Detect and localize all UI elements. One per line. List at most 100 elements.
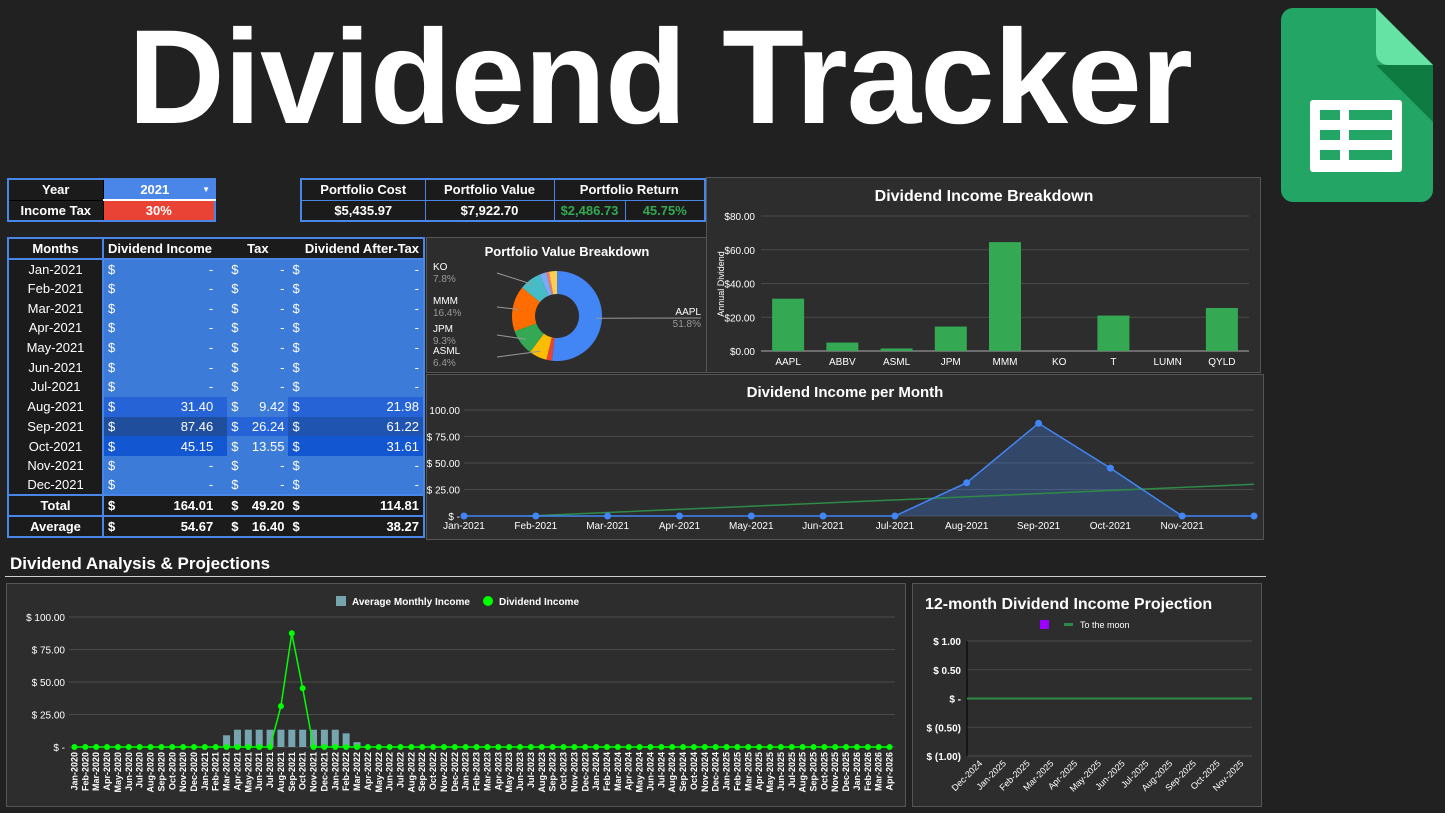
after-tax-cell[interactable]: - (304, 377, 424, 397)
after-tax-cell[interactable]: - (304, 318, 424, 338)
settings-table: Year 2021 ▼ Income Tax 30% (7, 178, 216, 222)
pie-pct-aapl: 51.8% (673, 319, 701, 330)
pie-label-asml: ASML (433, 346, 461, 357)
dividend-income-cell[interactable]: 31.40 (119, 396, 228, 417)
dividend-income-cell[interactable]: - (119, 357, 228, 378)
after-tax-cell[interactable]: - (304, 278, 424, 299)
tax-cell[interactable]: - (243, 278, 289, 299)
data-point (473, 744, 480, 750)
tax-cell[interactable]: 9.42 (243, 396, 289, 417)
data-point (603, 744, 610, 750)
dividend-income-cell[interactable]: - (119, 337, 228, 358)
after-tax-cell[interactable]: - (304, 259, 424, 279)
table-row: Jun-2021 $ - $ - $ - (8, 357, 424, 378)
currency-symbol: $ (288, 436, 305, 456)
after-tax-cell[interactable]: 61.22 (304, 416, 424, 437)
currency-symbol: $ (227, 515, 244, 538)
tax-cell[interactable]: - (243, 357, 289, 378)
x-tick-label: Jan-2021 (200, 752, 210, 791)
x-tick-label: Sep-2024 (678, 752, 688, 792)
data-point (680, 744, 687, 750)
tax-cell[interactable]: - (243, 377, 289, 397)
x-tick-label: Nov-2021 (309, 752, 319, 792)
y-tick-label: $0.00 (730, 347, 755, 358)
tax-cell[interactable]: 26.24 (243, 416, 289, 437)
dividend-income-cell[interactable]: - (119, 298, 228, 319)
dividend-income-cell[interactable]: - (119, 278, 228, 299)
pie-slice-other (546, 271, 554, 295)
portfolio-summary-table: Portfolio Cost Portfolio Value Portfolio… (300, 178, 706, 222)
tax-cell: 16.40 (243, 515, 289, 538)
x-tick-label: Aug-2023 (537, 752, 547, 793)
bar-qyld (1205, 307, 1238, 351)
income-tax-input[interactable]: 30% (102, 199, 216, 222)
data-point (82, 744, 89, 750)
tax-cell[interactable]: - (243, 318, 289, 338)
x-tick-label: Apr-2026 (885, 752, 895, 791)
dividend-income-cell[interactable]: - (119, 318, 228, 338)
after-tax-cell: 114.81 (304, 494, 424, 517)
data-point (375, 744, 382, 750)
data-point (604, 512, 612, 520)
data-point (169, 744, 176, 750)
tax-cell[interactable]: - (243, 475, 289, 496)
currency-symbol: $ (288, 357, 305, 378)
data-point (593, 744, 600, 750)
after-tax-cell[interactable]: - (304, 298, 424, 319)
month-cell: Jan-2021 (8, 259, 104, 279)
after-tax-cell[interactable]: - (304, 357, 424, 378)
col-header-months: Months (8, 238, 104, 260)
data-point (571, 744, 578, 750)
tax-cell[interactable]: - (243, 259, 289, 279)
tax-cell[interactable]: - (243, 337, 289, 358)
year-dropdown[interactable]: 2021 ▼ (102, 178, 216, 201)
x-tick-label: Nov-2023 (569, 752, 579, 792)
dividend-income-cell[interactable]: 87.46 (119, 416, 228, 437)
currency-symbol: $ (288, 259, 305, 279)
dividend-income-cell[interactable]: 45.15 (119, 436, 228, 456)
after-tax-cell[interactable]: - (304, 455, 424, 476)
currency-symbol: $ (103, 318, 120, 338)
data-point (1035, 419, 1043, 427)
x-tick-label: MMM (993, 357, 1018, 368)
pie-slice-other (549, 271, 557, 295)
currency-symbol: $ (288, 396, 305, 417)
month-cell: Nov-2021 (8, 455, 104, 476)
dividend-income-cell[interactable]: - (119, 455, 228, 476)
data-point (364, 744, 371, 750)
data-point (832, 744, 839, 750)
after-tax-cell[interactable]: - (304, 475, 424, 496)
tax-cell[interactable]: 13.55 (243, 436, 289, 456)
x-tick-label: Mar-2021 (586, 521, 629, 532)
after-tax-cell[interactable]: - (304, 337, 424, 358)
y-tick-label: $ 100.00 (427, 406, 460, 417)
data-point (747, 512, 755, 520)
y-tick-label: $ - (448, 512, 460, 523)
x-tick-label: Jun-2021 (254, 752, 264, 791)
dividend-income-cell[interactable]: - (119, 259, 228, 279)
dividend-income-cell[interactable]: - (119, 377, 228, 397)
bar (342, 733, 350, 747)
currency-symbol: $ (288, 377, 305, 397)
data-point (343, 744, 350, 750)
y-tick-label: $ (0.50) (927, 723, 961, 734)
bar-mmm (989, 242, 1021, 351)
data-point (864, 744, 871, 750)
x-tick-label: Jul-2025 (787, 752, 797, 788)
data-point (1178, 512, 1186, 520)
x-tick-label: AAPL (775, 357, 801, 368)
data-point (408, 744, 415, 750)
projection-chart: 12-month Dividend Income Projection To th… (912, 583, 1262, 807)
after-tax-cell[interactable]: 31.61 (304, 436, 424, 456)
leader-line (496, 334, 526, 340)
bar (320, 729, 328, 747)
data-point (201, 744, 208, 750)
data-point (277, 703, 284, 710)
portfolio-cost-label: Portfolio Cost (300, 178, 426, 201)
monthly-dividend-table: Months Dividend Income Tax Dividend Afte… (7, 237, 425, 539)
x-tick-label: Feb-2023 (472, 752, 482, 791)
tax-cell[interactable]: - (243, 455, 289, 476)
dividend-income-cell[interactable]: - (119, 475, 228, 496)
after-tax-cell[interactable]: 21.98 (304, 396, 424, 417)
tax-cell[interactable]: - (243, 298, 289, 319)
